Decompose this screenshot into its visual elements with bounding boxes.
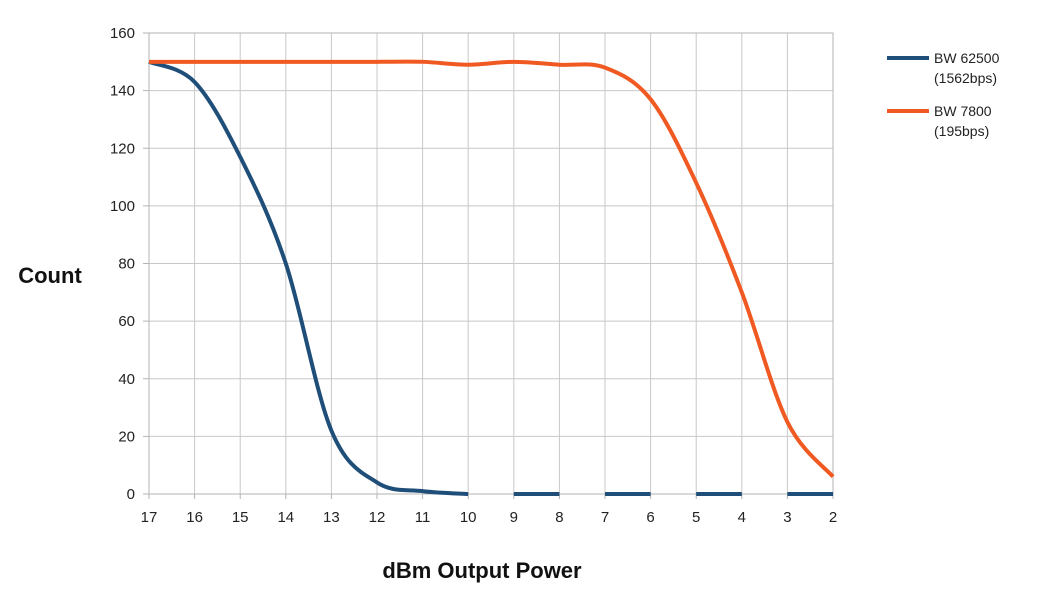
y-tick-label: 140: [110, 83, 135, 100]
y-tick-label: 20: [118, 428, 135, 445]
legend-entry: BW 7800 (195bps): [887, 103, 992, 139]
y-tick-label: 60: [118, 313, 135, 330]
x-tick-label: 3: [783, 509, 791, 526]
legend-label: BW 62500 (1562bps): [934, 50, 1000, 86]
x-tick-label: 2: [829, 509, 837, 526]
x-tick-label: 12: [369, 509, 386, 526]
x-tick-label: 6: [646, 509, 654, 526]
series-2: [149, 59, 835, 479]
x-tick-label: 13: [323, 509, 340, 526]
x-tick-label: 17: [141, 509, 158, 526]
x-tick-label: 4: [738, 509, 746, 526]
plot-border: [148, 32, 834, 495]
x-tick-label: 14: [277, 509, 294, 526]
x-tick-label: 9: [510, 509, 518, 526]
y-tick-label: 160: [110, 25, 135, 42]
y-axis-title: Count: [18, 263, 82, 288]
series-1: [148, 59, 833, 496]
x-axis-title: dBm Output Power: [382, 558, 582, 583]
y-axis-tick-labels: 0 20 40 60 80 100 120 140 160: [110, 25, 135, 503]
y-tick-label: 40: [118, 371, 135, 388]
plot-frame: [143, 32, 834, 499]
x-tick-label: 8: [555, 509, 563, 526]
legend-label: BW 7800 (195bps): [934, 103, 992, 139]
x-tick-label: 11: [415, 509, 431, 526]
series-layer: [148, 59, 835, 496]
y-tick-label: 120: [110, 140, 135, 157]
y-tick-label: 100: [110, 198, 135, 215]
series-line: [149, 59, 835, 479]
x-tick-label: 15: [232, 509, 249, 526]
x-tick-label: 16: [186, 509, 203, 526]
x-tick-label: 10: [460, 509, 477, 526]
legend: BW 62500 (1562bps) BW 7800 (195bps): [887, 50, 1000, 139]
x-tick-label: 5: [692, 509, 700, 526]
legend-entry: BW 62500 (1562bps): [887, 50, 1000, 86]
y-tick-label: 80: [118, 256, 135, 273]
x-tick-label: 7: [601, 509, 609, 526]
x-axis-tick-labels: 17 16 15 14 13 12 11 10 9 8 7 6 5 4 3 2: [141, 509, 838, 526]
y-tick-label: 0: [127, 486, 135, 503]
series-line: [148, 59, 469, 496]
